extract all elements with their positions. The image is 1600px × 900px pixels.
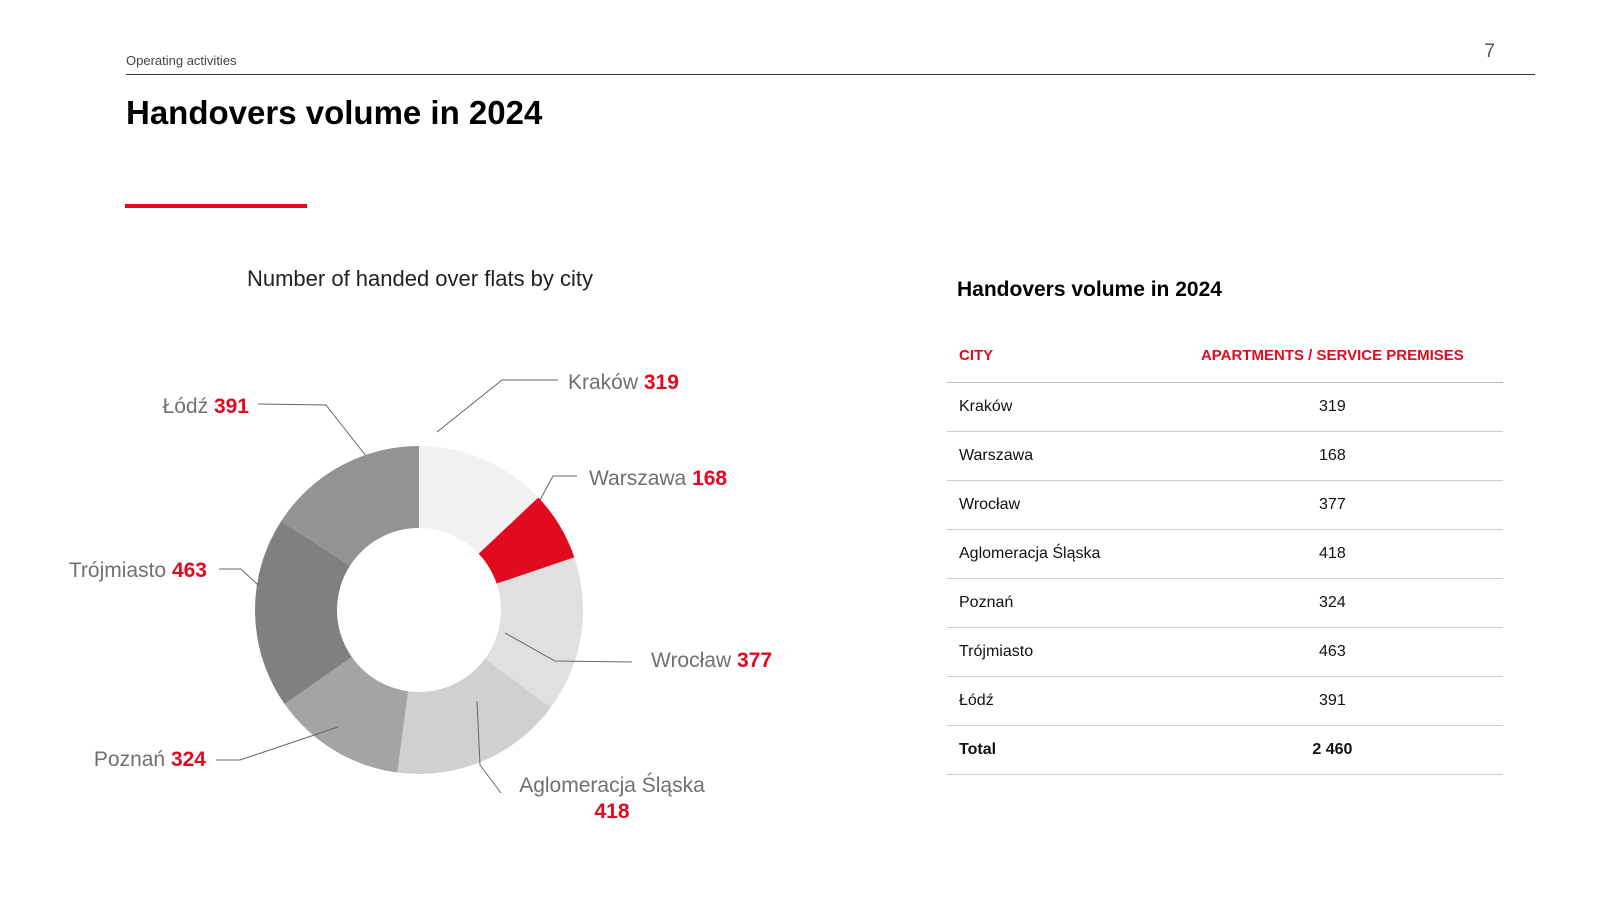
donut-slice-lodz [281, 446, 419, 566]
slice-value-wroclaw: 377 [737, 649, 772, 672]
slice-label-trojmiasto: Trójmiasto 463 [69, 559, 207, 582]
table-header-row: CITY APARTMENTS / SERVICE PREMISES [947, 328, 1503, 383]
slice-value-aglomeracja-slaska: 418 [594, 800, 629, 823]
page-title: Handovers volume in 2024 [126, 94, 543, 131]
table-row: Aglomeracja Śląska 418 [947, 529, 1503, 579]
total-value: 2 460 [1161, 725, 1503, 775]
leader-line-wroclaw [504, 632, 633, 663]
slice-label-warszawa: Warszawa 168 [589, 467, 727, 490]
donut-slice-warszawa [478, 497, 575, 584]
leader-line-aglomeracja-slaska [476, 700, 502, 794]
leader-line-krakow [436, 379, 558, 433]
total-label: Total [947, 725, 1162, 775]
slice-value-warszawa: 168 [692, 467, 727, 490]
table-total-row: Total 2 460 [947, 725, 1503, 775]
leader-line-trojmiasto [219, 568, 259, 586]
column-header-apartments: APARTMENTS / SERVICE PREMISES [1161, 328, 1503, 383]
city-cell: Łódź [947, 676, 1162, 726]
table-row: Kraków 319 [947, 382, 1503, 432]
accent-bar [125, 204, 307, 208]
table-row: Warszawa 168 [947, 431, 1503, 481]
slice-label-lodz: Łódź 391 [163, 395, 250, 418]
slice-label-name: Warszawa [589, 467, 692, 490]
city-cell: Kraków [947, 382, 1162, 432]
donut-slice-aglomeracja-slaska [397, 658, 551, 774]
header-divider [126, 74, 1535, 75]
slice-value-lodz: 391 [214, 395, 249, 418]
slice-value-trojmiasto: 463 [172, 559, 207, 582]
apartments-cell: 377 [1161, 480, 1503, 530]
apartments-cell: 418 [1161, 529, 1503, 579]
slice-label-name: Łódź [163, 395, 214, 418]
handovers-table: CITY APARTMENTS / SERVICE PREMISES Krakó… [947, 328, 1503, 775]
chart-title: Number of handed over flats by city [246, 266, 594, 291]
leader-line-warszawa [539, 475, 577, 501]
table-row: Wrocław 377 [947, 480, 1503, 530]
header-section-label: Operating activities [126, 53, 237, 68]
city-cell: Aglomeracja Śląska [947, 529, 1162, 579]
column-header-city: CITY [947, 328, 1162, 383]
city-cell: Warszawa [947, 431, 1162, 481]
donut-chart: Kraków 319 Warszawa 168 Wrocław 377 Aglomer… [69, 371, 772, 823]
slice-label-name: Wrocław [651, 649, 737, 672]
apartments-cell: 324 [1161, 578, 1503, 628]
leader-line-poznan [216, 726, 339, 761]
slice-value-krakow: 319 [644, 371, 679, 394]
slice-label-wroclaw: Wrocław 377 [651, 649, 772, 672]
donut-slice-poznan [284, 657, 409, 773]
slice-label-name: Poznań [94, 748, 171, 771]
page-number: 7 [1484, 41, 1495, 62]
table-row: Łódź 391 [947, 676, 1503, 726]
slice-label-name: Trójmiasto [69, 559, 172, 582]
table-row: Poznań 324 [947, 578, 1503, 628]
slice-label-poznan: Poznań 324 [94, 748, 206, 771]
slice-label-name: Kraków [568, 371, 644, 394]
city-cell: Poznań [947, 578, 1162, 628]
city-cell: Wrocław [947, 480, 1162, 530]
slice-label-krakow: Kraków 319 [568, 371, 679, 394]
donut-slice-wroclaw [484, 557, 583, 708]
city-cell: Trójmiasto [947, 627, 1162, 677]
table-row: Trójmiasto 463 [947, 627, 1503, 677]
apartments-cell: 463 [1161, 627, 1503, 677]
table-title: Handovers volume in 2024 [957, 278, 1222, 301]
donut-slice-krakow [419, 446, 539, 554]
apartments-cell: 168 [1161, 431, 1503, 481]
apartments-cell: 391 [1161, 676, 1503, 726]
donut-slice-trojmiasto [254, 521, 352, 705]
slice-label-aglomeracja-slaska: Aglomeracja Śląska [519, 773, 705, 797]
slice-value-poznan: 324 [171, 748, 206, 771]
apartments-cell: 319 [1161, 382, 1503, 432]
leader-line-lodz [257, 403, 367, 457]
